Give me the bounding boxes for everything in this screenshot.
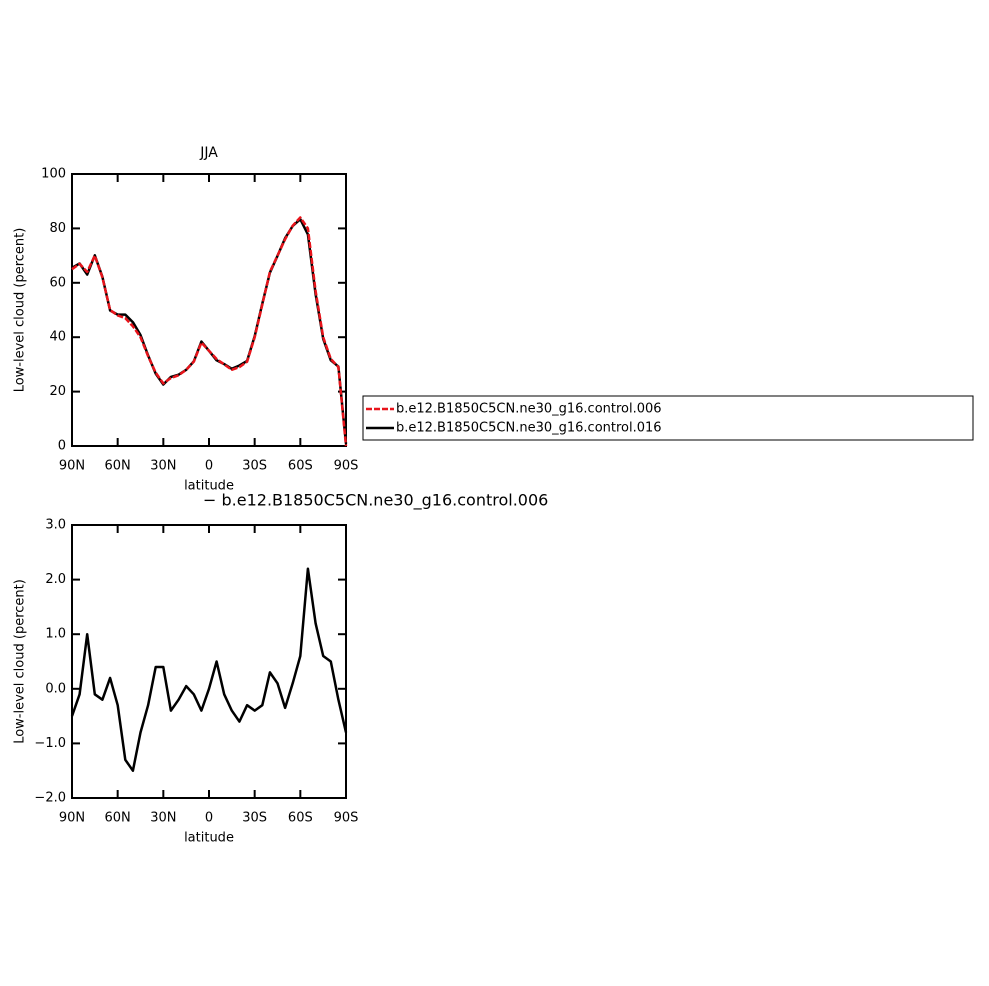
plot-frame (71, 524, 347, 799)
y-tick-label: 3.0 (45, 518, 66, 533)
y-tick-label: −1.0 (34, 736, 66, 751)
plot-frame (71, 173, 347, 447)
data-line (70, 567, 348, 772)
x-tick-label: 0 (205, 811, 213, 826)
x-tick-label: 60N (105, 459, 131, 474)
x-tick-label: 90N (59, 459, 85, 474)
x-tick-label: 60S (288, 811, 313, 826)
chart-title: JJA (199, 145, 218, 161)
y-tick-label: 2.0 (45, 572, 66, 587)
x-tick-label: 0 (205, 459, 213, 474)
x-tick-label: 30S (242, 459, 267, 474)
chart-title: − b.e12.B1850C5CN.ne30_g16.control.006 (203, 491, 548, 511)
y-axis-label: Low-level cloud (percent) (13, 228, 28, 393)
x-axis-label: latitude (184, 831, 234, 846)
y-tick-label: 0 (58, 439, 66, 454)
data-line (71, 216, 348, 447)
y-tick-label: 100 (41, 167, 66, 182)
y-tick-label: 80 (49, 221, 66, 236)
x-tick-label: 30N (150, 459, 176, 474)
x-tick-label: 30S (242, 811, 267, 826)
y-tick-label: −2.0 (34, 791, 66, 806)
legend-label: b.e12.B1850C5CN.ne30_g16.control.016 (396, 421, 662, 436)
y-tick-label: 0.0 (45, 681, 66, 696)
y-tick-label: 60 (49, 275, 66, 290)
x-tick-label: 90S (334, 811, 359, 826)
x-tick-label: 90N (59, 811, 85, 826)
legend-box (362, 395, 974, 441)
y-tick-label: 40 (49, 330, 66, 345)
y-axis-label: Low-level cloud (percent) (13, 579, 28, 744)
y-tick-label: 20 (49, 384, 66, 399)
x-tick-label: 60S (288, 459, 313, 474)
x-tick-label: 90S (334, 459, 359, 474)
legend-label: b.e12.B1850C5CN.ne30_g16.control.006 (396, 402, 662, 417)
x-tick-label: 30N (150, 811, 176, 826)
y-tick-label: 1.0 (45, 627, 66, 642)
data-line (71, 217, 348, 444)
x-axis-label: latitude (184, 479, 234, 494)
x-tick-label: 60N (105, 811, 131, 826)
